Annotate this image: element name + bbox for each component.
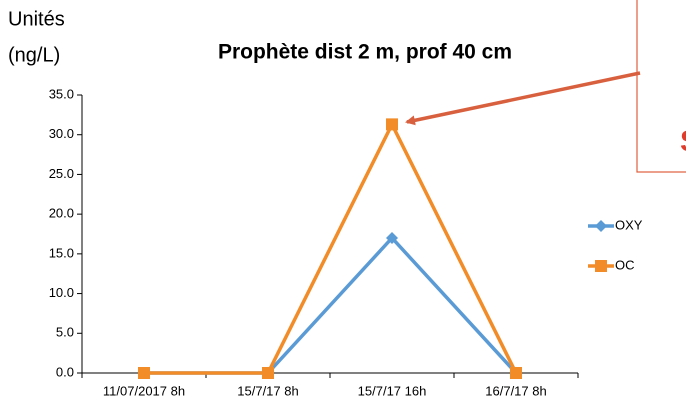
legend-label: OXY — [615, 217, 643, 232]
x-tick-label: 15/7/17 16h — [358, 383, 427, 398]
legend-marker — [595, 220, 607, 232]
x-tick-label: 15/7/17 8h — [237, 383, 298, 398]
data-point — [386, 231, 398, 244]
series-line — [144, 120, 518, 375]
y-tick-label: 10.0 — [49, 285, 74, 300]
x-tick-label: 16/7/17 8h — [485, 383, 546, 398]
annotation-box — [636, 0, 686, 173]
data-point — [138, 367, 150, 379]
chart-title: Prophète dist 2 m, prof 40 cm — [218, 41, 512, 64]
annotation-arrow — [405, 71, 641, 126]
annotation-text: S — [680, 125, 686, 158]
y-tick-label: 0.0 — [56, 364, 74, 379]
legend-label: OC — [615, 257, 635, 272]
y-tick-label: 30.0 — [49, 126, 74, 141]
legend-marker — [595, 260, 607, 272]
y-tick-label: 25.0 — [49, 166, 74, 181]
x-tick-label: 11/07/2017 8h — [103, 383, 185, 398]
data-point — [510, 367, 522, 379]
data-point — [262, 367, 274, 379]
y-tick-label: 5.0 — [56, 325, 74, 340]
data-point — [386, 118, 398, 131]
y-axis-label: (ng/L) — [8, 44, 60, 66]
y-tick-label: 20.0 — [49, 206, 74, 221]
y-tick-label: 15.0 — [49, 245, 74, 260]
y-tick-label: 35.0 — [49, 86, 74, 101]
y-axis-label: Unités — [8, 8, 65, 30]
